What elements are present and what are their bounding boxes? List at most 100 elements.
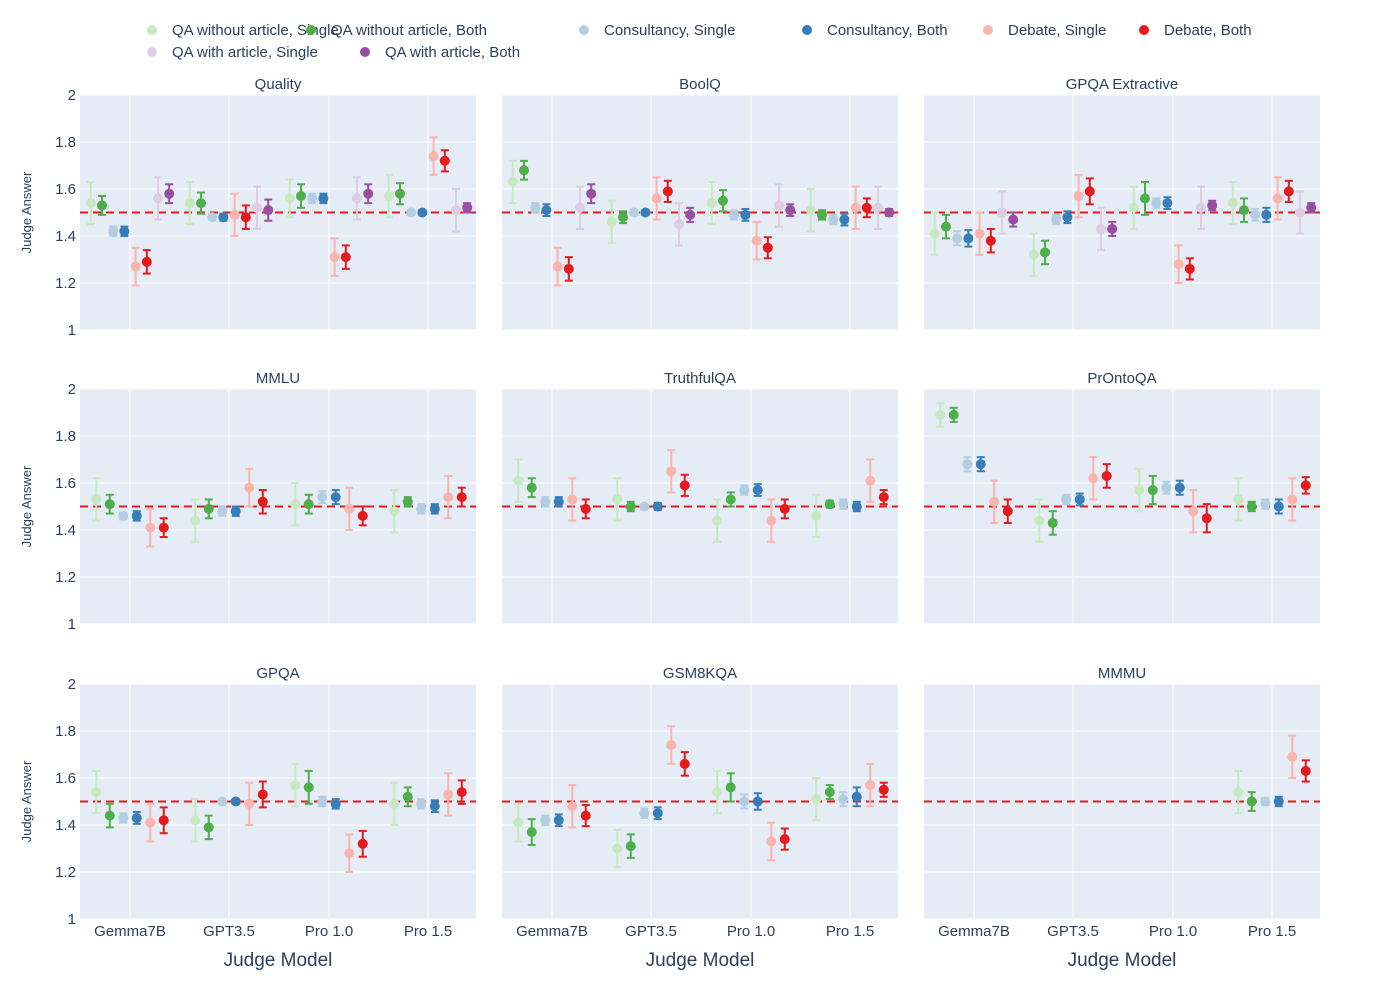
- point-marker: [962, 459, 973, 470]
- point-marker: [1140, 193, 1150, 204]
- point-marker: [296, 191, 306, 202]
- data-point-consultancy-single: [639, 501, 650, 512]
- point-marker: [244, 482, 255, 493]
- point-marker: [1300, 765, 1311, 776]
- data-point-debate-single: [850, 185, 861, 230]
- point-marker: [729, 209, 740, 220]
- point-marker: [873, 202, 883, 213]
- point-marker: [575, 202, 585, 213]
- data-point-debate-both: [1300, 759, 1311, 783]
- data-point-consultancy-both: [1062, 210, 1073, 225]
- data-point-debate-both: [141, 249, 152, 275]
- data-point-consultancy-both: [1074, 492, 1085, 507]
- point-marker: [1062, 212, 1073, 223]
- data-point-consultancy-both: [429, 503, 440, 515]
- point-marker: [217, 506, 228, 517]
- point-marker: [1096, 223, 1106, 234]
- data-point-qa-without-article-single: [1233, 769, 1244, 815]
- data-point-consultancy-both: [1273, 498, 1284, 515]
- point-marker: [395, 188, 405, 199]
- y-tick-label: 2: [68, 381, 76, 398]
- data-point-qa-without-article-both: [303, 769, 314, 805]
- data-point-qa-without-article-both: [948, 406, 959, 423]
- data-point-qa-without-article-single: [1028, 232, 1039, 277]
- legend-item-consultancy-both: Consultancy, Both: [802, 22, 948, 39]
- point-marker: [851, 791, 862, 802]
- data-point-consultancy-both: [963, 229, 974, 248]
- point-marker: [357, 838, 368, 849]
- data-point-consultancy-single: [739, 793, 750, 810]
- data-point-consultancy-single: [530, 202, 541, 214]
- data-point-qa-without-article-single: [706, 180, 717, 226]
- x-tick-label: GPT3.5: [203, 923, 255, 940]
- point-marker: [184, 198, 195, 209]
- point-marker: [553, 496, 564, 507]
- data-point-debate-single: [145, 802, 156, 843]
- point-marker: [196, 198, 206, 209]
- point-marker: [824, 787, 835, 798]
- data-point-debate-both: [779, 498, 790, 520]
- point-marker: [1207, 200, 1218, 211]
- point-marker: [519, 165, 529, 176]
- data-point-qa-without-article-single: [712, 769, 723, 815]
- panel-mmlu: 1 1.2 1.4 1.6 1.8 2 MMLU Judge Answer: [19, 370, 476, 633]
- point-marker: [217, 796, 228, 807]
- data-point-qa-without-article-single: [513, 802, 524, 843]
- point-marker: [652, 808, 663, 819]
- x-tick-label: Gemma7B: [94, 923, 166, 940]
- point-marker: [207, 212, 218, 223]
- data-point-debate-single: [651, 176, 662, 221]
- data-point-debate-both: [985, 227, 996, 254]
- point-marker: [1161, 482, 1172, 493]
- data-point-qa-without-article-both: [519, 159, 529, 181]
- point-marker: [612, 494, 623, 505]
- y-axis-title: Judge Answer: [19, 760, 34, 842]
- legend-item-qa-without-article-single: QA without article, Single: [147, 22, 339, 39]
- point-marker: [402, 496, 413, 507]
- x-tick-label: GPT3.5: [1047, 923, 1099, 940]
- data-point-qa-with-article-single: [575, 185, 585, 230]
- data-point-qa-without-article-both: [526, 818, 537, 846]
- data-point-debate-single: [443, 474, 454, 520]
- point-marker: [1287, 751, 1298, 762]
- data-point-consultancy-both: [851, 500, 862, 513]
- data-point-debate-both: [580, 804, 591, 828]
- data-point-qa-without-article-both: [1140, 180, 1150, 216]
- data-point-consultancy-both: [330, 489, 341, 506]
- point-marker: [357, 510, 368, 521]
- point-marker: [625, 841, 636, 852]
- point-marker: [456, 492, 467, 503]
- data-point-qa-with-article-single: [252, 185, 262, 230]
- data-point-qa-without-article-single: [612, 828, 623, 869]
- legend-label: QA without article, Both: [331, 22, 487, 39]
- point-marker: [153, 193, 163, 204]
- point-marker: [451, 205, 461, 216]
- data-point-consultancy-single: [739, 484, 750, 496]
- y-tick-label: 1.8: [55, 723, 76, 740]
- point-marker: [507, 176, 518, 187]
- point-marker: [1074, 494, 1085, 505]
- point-marker: [1162, 198, 1173, 209]
- point-marker: [363, 188, 374, 199]
- data-point-consultancy-both: [541, 203, 552, 218]
- data-point-debate-single: [244, 781, 255, 826]
- legend-marker: [802, 25, 812, 35]
- point-marker: [865, 780, 876, 791]
- data-point-debate-both: [1101, 463, 1112, 489]
- data-point-qa-without-article-single: [612, 477, 623, 522]
- panel-title: MMLU: [256, 370, 300, 387]
- data-point-consultancy-single: [1051, 213, 1062, 226]
- data-point-debate-both: [257, 780, 268, 809]
- data-point-consultancy-single: [952, 230, 963, 247]
- data-point-consultancy-both: [330, 798, 341, 810]
- data-point-debate-both: [1002, 498, 1013, 524]
- point-marker: [131, 510, 142, 521]
- y-tick-label: 1.4: [55, 522, 76, 539]
- x-tick-label: Gemma7B: [938, 923, 1010, 940]
- point-marker: [526, 827, 537, 838]
- legend-marker: [147, 47, 157, 57]
- data-point-consultancy-both: [1273, 795, 1284, 808]
- data-point-consultancy-single: [629, 207, 640, 218]
- data-point-qa-without-article-both: [526, 477, 537, 499]
- y-tick-label: 1.6: [55, 475, 76, 492]
